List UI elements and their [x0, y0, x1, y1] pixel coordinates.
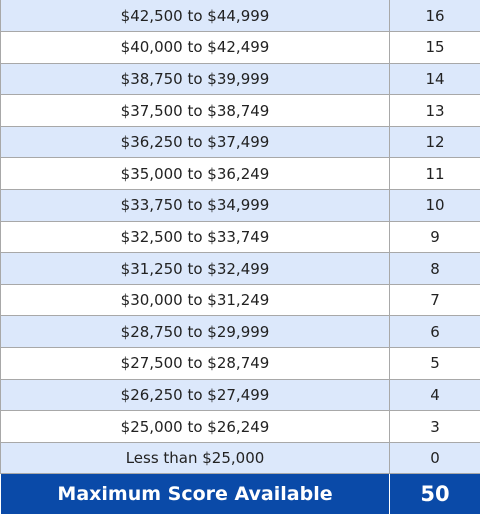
income-range-cell: $42,500 to $44,999 [1, 0, 390, 32]
score-cell: 16 [390, 0, 480, 32]
income-range-cell: $30,000 to $31,249 [1, 284, 390, 316]
table-row: $30,000 to $31,249 7 [1, 284, 480, 316]
table-row: $27,500 to $28,749 5 [1, 348, 480, 380]
table-row: $37,500 to $38,749 13 [1, 95, 480, 127]
table-row: $32,500 to $33,749 9 [1, 221, 480, 253]
income-range-cell: $35,000 to $36,249 [1, 158, 390, 190]
score-cell: 8 [390, 253, 480, 285]
income-range-cell: $36,250 to $37,499 [1, 126, 390, 158]
table-row: $33,750 to $34,999 10 [1, 190, 480, 222]
maximum-score-value: 50 [390, 474, 480, 514]
income-range-cell: $28,750 to $29,999 [1, 316, 390, 348]
table-row: $31,250 to $32,499 8 [1, 253, 480, 285]
score-cell: 7 [390, 284, 480, 316]
income-range-cell: $32,500 to $33,749 [1, 221, 390, 253]
income-range-cell: $26,250 to $27,499 [1, 379, 390, 411]
score-cell: 11 [390, 158, 480, 190]
table-row: $28,750 to $29,999 6 [1, 316, 480, 348]
score-cell: 3 [390, 411, 480, 443]
income-range-cell: $27,500 to $28,749 [1, 348, 390, 380]
income-range-cell: $31,250 to $32,499 [1, 253, 390, 285]
maximum-score-label: Maximum Score Available [1, 474, 390, 514]
income-range-cell: $25,000 to $26,249 [1, 411, 390, 443]
table-row: $35,000 to $36,249 11 [1, 158, 480, 190]
score-cell: 12 [390, 126, 480, 158]
score-cell: 14 [390, 63, 480, 95]
table-row: $42,500 to $44,999 16 [1, 0, 480, 32]
table-row: $25,000 to $26,249 3 [1, 411, 480, 443]
maximum-score-row: Maximum Score Available 50 [1, 474, 480, 514]
score-cell: 6 [390, 316, 480, 348]
income-range-cell: Less than $25,000 [1, 442, 390, 474]
score-cell: 13 [390, 95, 480, 127]
score-cell: 5 [390, 348, 480, 380]
score-cell: 4 [390, 379, 480, 411]
table-row: $26,250 to $27,499 4 [1, 379, 480, 411]
table-row: Less than $25,000 0 [1, 442, 480, 474]
score-cell: 9 [390, 221, 480, 253]
score-cell: 0 [390, 442, 480, 474]
score-cell: 15 [390, 32, 480, 64]
income-range-cell: $40,000 to $42,499 [1, 32, 390, 64]
table-row: $36,250 to $37,499 12 [1, 126, 480, 158]
table-row: $38,750 to $39,999 14 [1, 63, 480, 95]
income-range-cell: $38,750 to $39,999 [1, 63, 390, 95]
income-range-cell: $33,750 to $34,999 [1, 190, 390, 222]
table-row: $40,000 to $42,499 15 [1, 32, 480, 64]
score-cell: 10 [390, 190, 480, 222]
income-range-cell: $37,500 to $38,749 [1, 95, 390, 127]
